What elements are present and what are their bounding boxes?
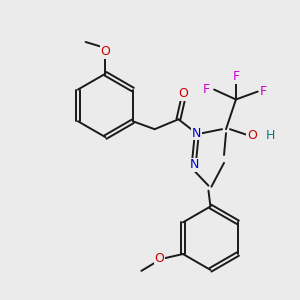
Text: O: O (247, 129, 257, 142)
Text: H: H (266, 129, 275, 142)
Text: F: F (260, 85, 267, 98)
Text: N: N (192, 127, 201, 140)
Text: O: O (154, 253, 164, 266)
Text: F: F (203, 83, 210, 96)
Text: O: O (100, 45, 110, 58)
Text: O: O (178, 87, 188, 100)
Text: F: F (232, 70, 239, 83)
Text: N: N (190, 158, 199, 171)
